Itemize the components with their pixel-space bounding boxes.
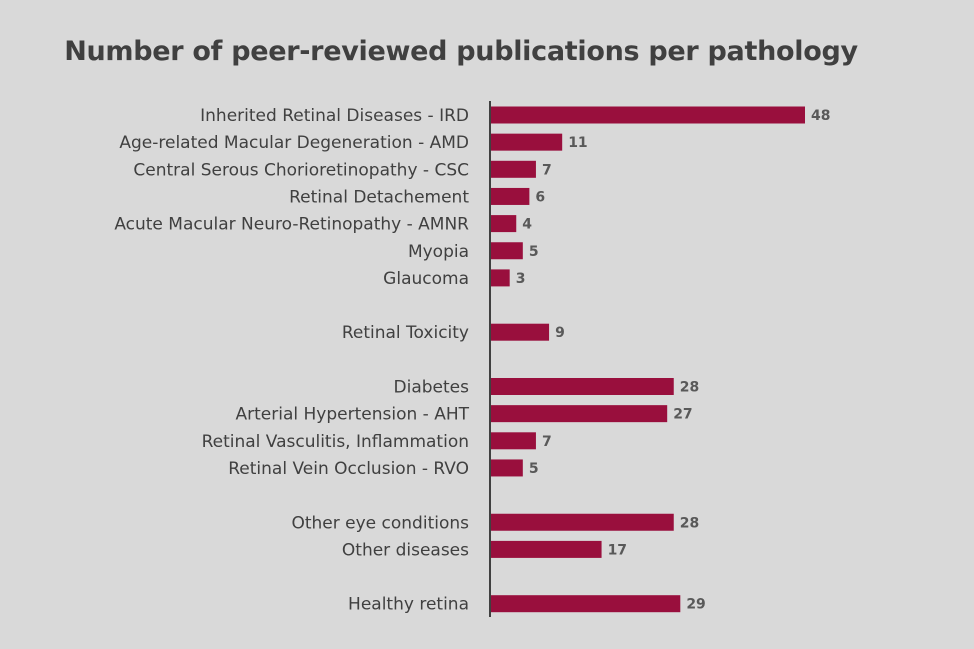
data-label: 17 — [608, 542, 627, 558]
bar — [490, 133, 563, 151]
bar — [490, 540, 602, 558]
data-label: 27 — [673, 407, 692, 423]
bar — [490, 160, 536, 178]
bar — [490, 513, 674, 531]
category-label: Glaucoma — [383, 269, 469, 289]
category-label: Retinal Vein Occlusion - RVO — [228, 459, 469, 479]
data-label: 3 — [516, 271, 526, 287]
bar — [490, 323, 550, 341]
data-label: 9 — [555, 325, 565, 341]
data-label: 48 — [811, 108, 830, 124]
category-label: Other diseases — [342, 540, 469, 560]
category-label: Acute Macular Neuro-Retinopathy - AMNR — [114, 215, 469, 235]
category-label: Central Serous Chorioretinopathy - CSC — [133, 160, 469, 180]
bar — [490, 378, 674, 395]
data-label: 5 — [529, 244, 539, 260]
data-label: 7 — [542, 162, 552, 178]
bar — [490, 215, 517, 233]
data-label: 11 — [568, 135, 587, 151]
category-label: Retinal Vasculitis, Inflammation — [202, 432, 469, 452]
bars-layer: Inherited Retinal Diseases - IRD 48 Age-re… — [114, 106, 830, 615]
bar — [490, 242, 523, 260]
data-label: 6 — [535, 189, 545, 205]
category-label: Myopia — [408, 242, 469, 262]
data-label: 4 — [522, 217, 532, 233]
chart-title: Number of peer-reviewed publications per… — [64, 36, 858, 67]
category-label: Diabetes — [394, 378, 470, 398]
bar — [490, 595, 681, 613]
category-label: Other eye conditions — [291, 513, 469, 533]
bar — [490, 187, 530, 205]
bar — [490, 405, 668, 423]
data-label: 28 — [680, 515, 699, 531]
data-label: 5 — [529, 461, 539, 477]
bar — [490, 432, 536, 450]
category-label: Age-related Macular Degeneration - AMD — [119, 133, 469, 153]
data-label: 29 — [686, 597, 705, 613]
bar — [490, 106, 805, 124]
category-label: Healthy retina — [348, 595, 469, 615]
bar — [490, 269, 510, 287]
category-label: Arterial Hypertension - AHT — [236, 405, 470, 425]
category-label: Retinal Toxicity — [342, 323, 469, 343]
category-label: Inherited Retinal Diseases - IRD — [200, 106, 469, 126]
bar — [490, 459, 523, 477]
data-label: 28 — [680, 380, 699, 396]
data-label: 7 — [542, 434, 552, 450]
category-label: Retinal Detachement — [289, 187, 469, 207]
